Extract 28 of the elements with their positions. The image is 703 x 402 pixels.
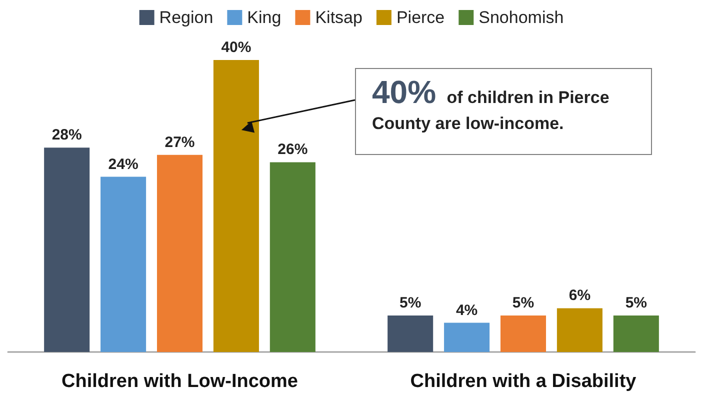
bar	[556, 308, 602, 352]
legend-label: Pierce	[396, 8, 445, 27]
data-label: 26%	[278, 141, 308, 158]
data-label: 27%	[164, 134, 195, 151]
bar	[613, 316, 659, 352]
bar	[213, 60, 259, 352]
data-label: 4%	[456, 302, 478, 319]
legend-label: Region	[159, 8, 214, 27]
bar	[100, 176, 146, 352]
data-label: 24%	[108, 156, 138, 173]
legend-label: King	[247, 8, 282, 27]
data-label: 5%	[625, 294, 648, 312]
legend-label: Kitsap	[315, 8, 362, 27]
annotation: 40% of children in Pierce County are low-income.	[372, 74, 610, 133]
bar	[388, 316, 434, 352]
bar	[44, 148, 90, 352]
data-label: 28%	[52, 126, 82, 144]
data-label: 5%	[399, 294, 422, 312]
bar	[156, 154, 203, 352]
x-tick-label: Children with Low-Income	[62, 371, 298, 392]
data-label: 5%	[512, 294, 534, 312]
x-tick-label: Children with a Disability	[410, 371, 637, 392]
bar	[500, 316, 546, 352]
bar	[444, 322, 490, 352]
legend-label: Snohomish	[478, 8, 564, 27]
data-label: 40%	[221, 39, 252, 56]
data-label: 6%	[568, 287, 591, 304]
bar	[270, 162, 316, 352]
